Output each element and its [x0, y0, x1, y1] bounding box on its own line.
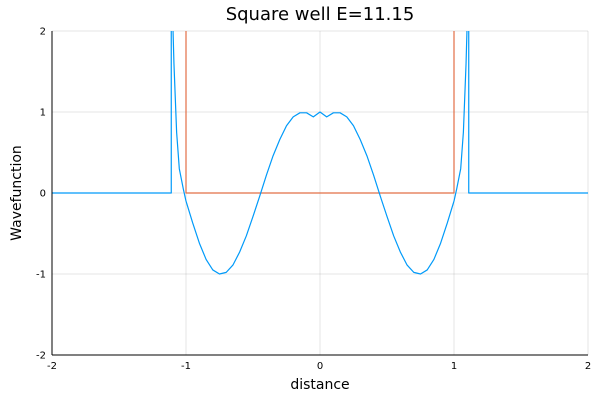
y-tick-label: 2: [40, 27, 46, 38]
chart-title: Square well E=11.15: [226, 4, 415, 25]
y-tick-label: -2: [36, 351, 46, 362]
x-tick-label: -1: [181, 361, 191, 372]
y-axis-label: Wavefunction: [9, 145, 25, 241]
x-tick-label: 0: [317, 361, 323, 372]
x-tick-label: 2: [585, 361, 591, 372]
series-line-2: [52, 31, 588, 275]
y-tick-label: 0: [40, 189, 46, 200]
x-tick-label: -2: [47, 361, 57, 372]
x-tick-label: 1: [451, 361, 457, 372]
x-tick-labels: -2 -1 0 1 2: [47, 361, 591, 372]
series-group: [52, 31, 588, 275]
series-line-1: [185, 31, 455, 194]
x-axis-label: distance: [290, 377, 349, 393]
y-tick-label: -1: [36, 270, 46, 281]
y-tick-label: 1: [40, 108, 46, 119]
y-tick-labels: -2 -1 0 1 2: [36, 27, 46, 362]
